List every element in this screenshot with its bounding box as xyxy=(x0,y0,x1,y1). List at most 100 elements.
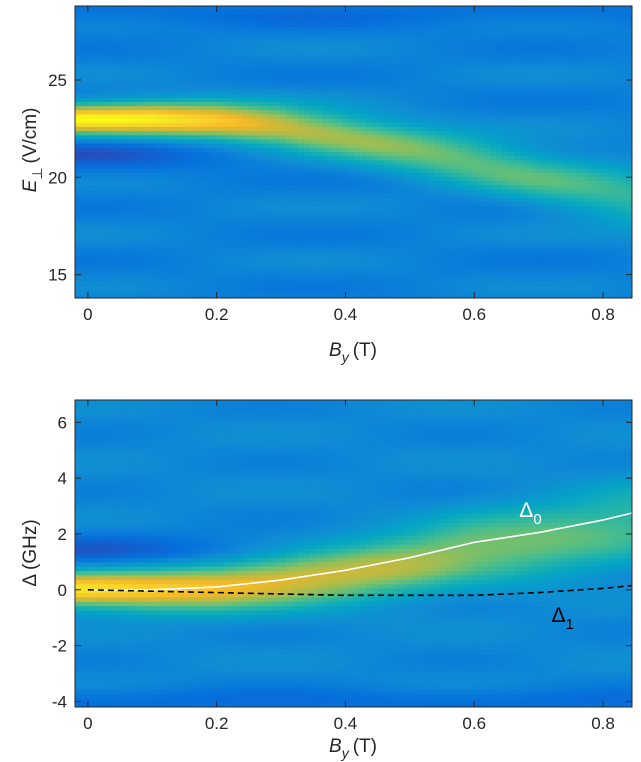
top-heat-cell xyxy=(359,172,367,178)
top-heat-cell xyxy=(316,35,324,40)
top-heat-cell xyxy=(341,31,348,36)
top-heat-cell xyxy=(105,106,113,111)
top-heat-cell xyxy=(625,68,632,74)
top-heat-cell xyxy=(390,93,398,99)
top-heat-cell xyxy=(217,197,225,203)
top-heat-cell xyxy=(576,160,584,166)
top-heat-cell xyxy=(526,227,534,232)
top-heat-cell xyxy=(149,118,157,124)
top-heat-cell xyxy=(279,10,287,15)
top-heat-cell xyxy=(328,56,336,61)
top-heat-cell xyxy=(334,222,342,228)
top-heat-cell xyxy=(495,143,503,149)
top-heat-cell xyxy=(279,110,287,116)
top-heat-cell xyxy=(192,81,200,86)
top-heat-cell xyxy=(557,6,565,11)
top-heat-cell xyxy=(520,110,528,116)
top-heat-cell xyxy=(105,181,113,186)
top-heat-cell xyxy=(415,222,423,228)
top-heat-cell xyxy=(75,227,82,232)
top-heat-cell xyxy=(495,18,503,24)
top-heat-cell xyxy=(180,185,187,191)
top-heat-cell xyxy=(582,181,590,186)
top-heat-cell xyxy=(570,197,577,203)
top-heat-cell xyxy=(594,218,602,224)
top-heat-cell xyxy=(477,197,485,203)
top-heat-cell xyxy=(260,235,268,241)
top-heat-cell xyxy=(495,214,503,220)
top-heat-cell xyxy=(136,202,144,207)
top-heat-cell xyxy=(625,85,632,91)
top-heat-cell xyxy=(204,156,212,161)
top-heat-cell xyxy=(514,177,522,182)
top-heat-cell xyxy=(427,85,435,91)
top-heat-cell xyxy=(378,47,386,53)
top-heat-cell xyxy=(495,156,503,161)
top-heat-cell xyxy=(489,131,497,136)
top-heat-cell xyxy=(105,110,113,116)
top-heat-cell xyxy=(347,160,355,166)
top-heat-cell xyxy=(136,97,144,103)
top-heat-cell xyxy=(365,222,373,228)
top-heat-cell xyxy=(254,177,262,182)
top-heat-cell xyxy=(396,160,404,166)
top-heat-cell xyxy=(396,139,404,145)
top-heat-cell xyxy=(242,18,249,24)
top-heat-cell xyxy=(242,177,249,182)
top-heat-cell xyxy=(613,22,621,28)
top-heat-cell xyxy=(198,64,206,70)
top-heat-cell xyxy=(112,189,119,195)
top-heat-cell xyxy=(557,231,565,237)
top-heat-cell xyxy=(316,26,324,32)
top-heat-cell xyxy=(452,39,460,45)
top-heat-cell xyxy=(372,147,379,153)
top-heat-cell xyxy=(619,6,627,11)
top-heat-cell xyxy=(396,106,404,111)
top-heat-cell xyxy=(532,227,540,232)
top-heat-cell xyxy=(532,39,540,45)
top-heat-cell xyxy=(279,118,287,124)
top-heat-cell xyxy=(471,177,478,182)
top-heat-cell xyxy=(81,118,88,124)
top-heat-cell xyxy=(273,60,280,65)
top-heat-cell xyxy=(285,89,293,95)
top-heat-cell xyxy=(365,35,373,40)
top-heat-cell xyxy=(105,197,113,203)
top-heat-cell xyxy=(167,177,175,182)
top-heat-cell xyxy=(452,135,460,141)
top-heat-cell xyxy=(415,135,423,141)
top-heat-cell xyxy=(539,210,546,216)
top-heat-cell xyxy=(539,126,546,132)
top-heat-cell xyxy=(112,160,119,166)
top-heat-cell xyxy=(235,72,243,78)
top-heat-cell xyxy=(112,106,119,111)
top-heat-cell xyxy=(149,81,157,86)
top-heat-cell xyxy=(204,56,212,61)
top-heat-cell xyxy=(570,156,577,161)
top-heat-cell xyxy=(359,31,367,36)
top-heat-cell xyxy=(112,122,119,128)
top-heat-cell xyxy=(174,64,181,70)
top-heat-cell xyxy=(297,181,305,186)
top-heat-cell xyxy=(489,47,497,53)
top-heat-cell xyxy=(87,197,95,203)
top-heat-cell xyxy=(87,85,95,91)
top-heat-cell xyxy=(446,93,454,99)
top-heat-cell xyxy=(167,214,175,220)
top-heat-cell xyxy=(217,114,225,120)
top-heat-cell xyxy=(229,81,237,86)
top-heat-cell xyxy=(421,177,429,182)
top-heat-cell xyxy=(273,193,280,199)
top-heat-cell xyxy=(223,101,231,107)
top-heat-cell xyxy=(607,68,615,74)
top-heat-cell xyxy=(93,177,101,182)
top-heat-cell xyxy=(180,152,187,157)
top-heat-cell xyxy=(285,177,293,182)
top-heat-cell xyxy=(303,85,311,91)
top-heat-cell xyxy=(415,39,423,45)
top-heat-cell xyxy=(229,156,237,161)
top-heat-cell xyxy=(242,81,249,86)
top-heat-cell xyxy=(279,181,287,186)
top-heat-cell xyxy=(588,122,596,128)
top-heat-cell xyxy=(378,135,386,141)
